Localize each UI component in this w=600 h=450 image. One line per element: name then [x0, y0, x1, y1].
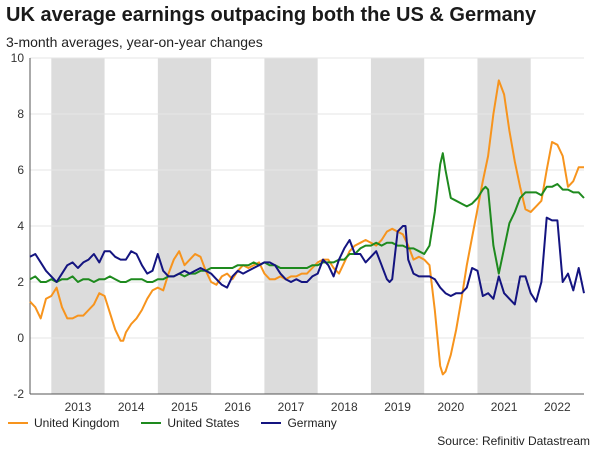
- y-tick-label: -2: [13, 387, 24, 401]
- x-tick-label: 2015: [171, 400, 198, 414]
- y-tick-label: 6: [17, 163, 24, 177]
- legend-label: United States: [167, 416, 240, 430]
- legend-swatch: [261, 422, 282, 424]
- legend-item-united-kingdom: United Kingdom: [8, 416, 119, 430]
- x-tick-label: 2021: [491, 400, 518, 414]
- series-line-united-kingdom: [29, 79, 584, 376]
- y-tick-label: 4: [17, 219, 24, 233]
- y-tick-label: 8: [17, 107, 24, 121]
- source-note: Source: Refinitiv Datastream: [437, 434, 590, 448]
- legend-item-united-states: United States: [141, 416, 239, 430]
- x-tick-label: 2016: [224, 400, 251, 414]
- legend-swatch: [141, 422, 162, 424]
- legend-label: United Kingdom: [34, 416, 120, 430]
- y-tick-label: 2: [17, 275, 24, 289]
- x-tick-label: 2022: [544, 400, 571, 414]
- series-line-germany: [29, 216, 585, 306]
- legend-item-germany: Germany: [261, 416, 337, 430]
- legend-swatch: [8, 422, 28, 424]
- x-tick-label: 2018: [331, 400, 358, 414]
- x-tick-label: 2017: [278, 400, 305, 414]
- x-tick-label: 2020: [437, 400, 464, 414]
- y-tick-label: 10: [11, 51, 25, 65]
- y-tick-label: 0: [17, 331, 24, 345]
- chart-subtitle: 3-month averages, year-on-year changes: [6, 34, 263, 50]
- series-line-united-states: [29, 152, 585, 283]
- x-tick-label: 2014: [118, 400, 145, 414]
- legend-label: Germany: [287, 416, 337, 430]
- x-tick-label: 2019: [384, 400, 411, 414]
- legend: United Kingdom United States Germany: [8, 416, 359, 430]
- x-tick-label: 2013: [65, 400, 92, 414]
- chart-title: UK average earnings outpacing both the U…: [6, 4, 537, 26]
